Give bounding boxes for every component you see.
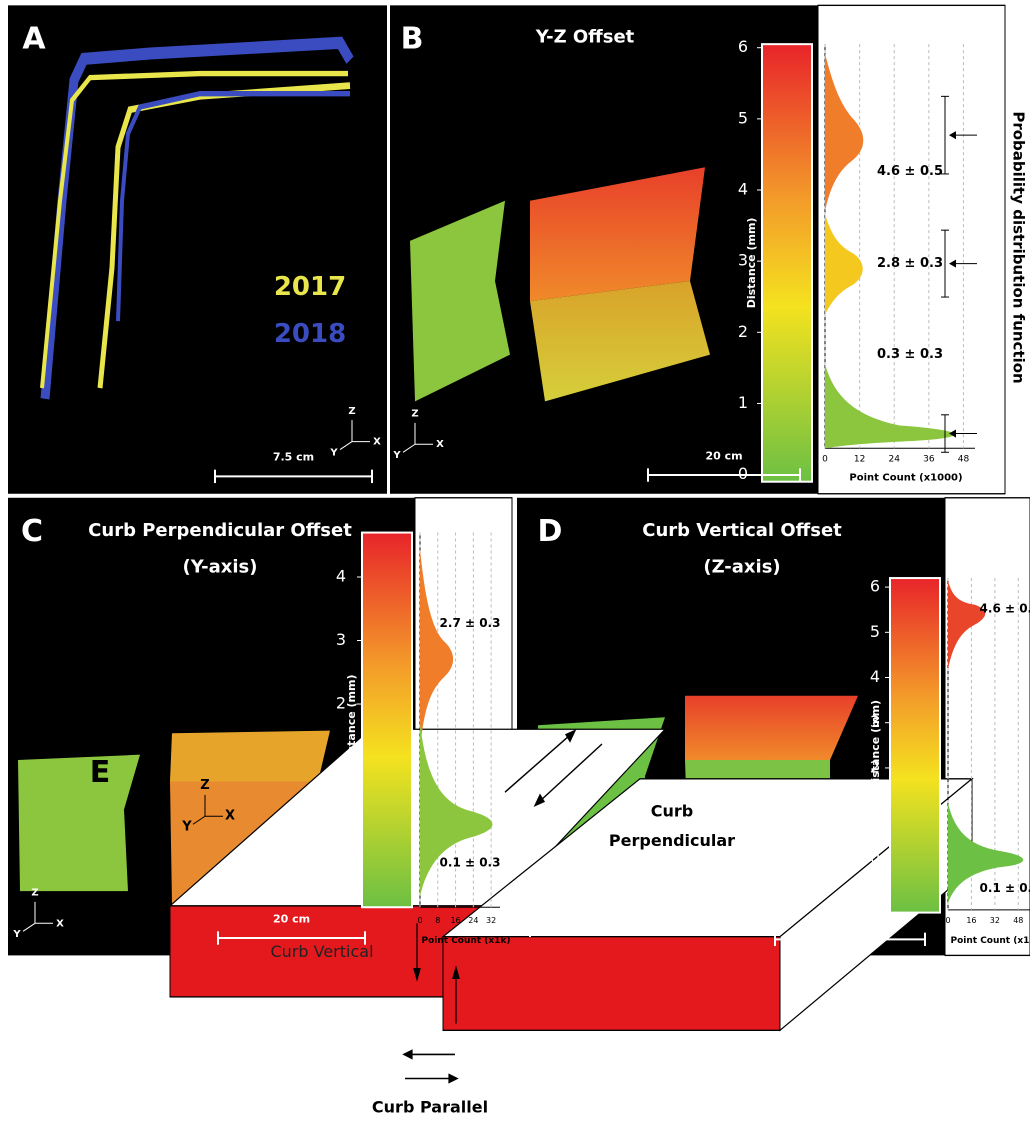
x-axis-label: Point Count (x1k) xyxy=(421,936,510,946)
panel-label: C xyxy=(21,514,43,549)
panel-title: Curb Vertical Offset xyxy=(642,520,842,541)
y-tick-label: 0 xyxy=(738,464,748,483)
annotation: 0.1 ± 0.3 xyxy=(980,881,1030,895)
scale-bar-label: 20 cm xyxy=(273,912,310,925)
block xyxy=(170,731,330,782)
x-tick-label: 24 xyxy=(889,454,901,464)
x-tick-label: 16 xyxy=(450,916,460,925)
y-tick-label: 3 xyxy=(336,630,346,649)
axis-name: Z xyxy=(31,888,38,899)
x-tick-label: 36 xyxy=(923,454,935,464)
x-tick-label: 0 xyxy=(945,916,950,925)
axis-name: X xyxy=(225,809,235,824)
axis-label: Distance (mm) xyxy=(869,700,882,791)
x-tick-label: 32 xyxy=(990,916,1000,925)
y-tick-label: 2 xyxy=(738,322,748,341)
y-tick-label: 4 xyxy=(336,567,346,586)
annotation: 2.7 ± 0.3 xyxy=(440,616,501,630)
x-tick-label: 48 xyxy=(1013,916,1023,925)
diagram-label: Curb xyxy=(651,802,693,821)
axis-label: Distance (mm) xyxy=(745,218,758,309)
scale-bar-label: 20 cm xyxy=(831,914,868,927)
panel-label: A xyxy=(22,22,46,57)
panel-title: (Z-axis) xyxy=(703,556,780,577)
block-front xyxy=(443,937,780,1031)
axis-name: Z xyxy=(544,888,551,899)
y-tick-label: 1 xyxy=(738,393,748,412)
y-tick-label: 4 xyxy=(738,180,748,199)
annotation: 0.1 ± 0.3 xyxy=(440,856,501,870)
scale-bar-label: 7.5 cm xyxy=(273,451,314,464)
axis-name: Y xyxy=(181,819,192,834)
axis-name: X xyxy=(56,918,64,929)
x-tick-label: 0 xyxy=(417,916,422,925)
figure: A201720187.5 cmZYXBY-Z Offset0123456Dist… xyxy=(0,0,1030,1124)
x-tick-label: 24 xyxy=(468,916,478,925)
y-tick-label: 5 xyxy=(738,108,748,127)
y-tick-label: 0 xyxy=(336,821,346,840)
x-tick-label: 0 xyxy=(822,454,828,464)
axis-name: X xyxy=(436,439,444,450)
axis-name: Y xyxy=(12,929,21,940)
panel-label: B xyxy=(401,22,424,57)
block xyxy=(18,755,140,891)
diagram-label: Perpendicular xyxy=(609,831,735,850)
panel-label: D xyxy=(538,514,563,549)
axis-name: Y xyxy=(525,929,534,940)
axis-name: Z xyxy=(348,406,355,417)
axis-name: Z xyxy=(411,408,418,419)
panel-title: Y-Z Offset xyxy=(535,26,635,47)
x-tick-label: 48 xyxy=(958,454,970,464)
panel-title: Curb Perpendicular Offset xyxy=(88,520,352,541)
x-tick-label: 8 xyxy=(435,916,440,925)
annotation: 2.8 ± 0.3 xyxy=(877,256,943,271)
legend-entry: 2018 xyxy=(274,319,346,349)
y-tick-label: 0 xyxy=(870,848,880,867)
arrow-head xyxy=(404,1050,412,1058)
colorbar xyxy=(890,578,940,913)
y-tick-label: 5 xyxy=(870,622,880,641)
arrow-head xyxy=(449,1074,457,1082)
scale-bar-label: 20 cm xyxy=(705,449,742,462)
panel-label: E xyxy=(90,755,111,790)
annotation: 4.6 ± 0.5 xyxy=(877,164,943,179)
axis-name: Y xyxy=(392,450,401,461)
x-axis-label: Point Count (x1000) xyxy=(849,473,962,484)
panel-a-bg xyxy=(8,5,387,493)
axis-name: X xyxy=(373,437,381,448)
y-tick-label: -1 xyxy=(330,884,346,903)
y-tick-label: 4 xyxy=(870,667,880,686)
x-tick-label: 12 xyxy=(854,454,865,464)
side-label: Probability distribution function xyxy=(1010,111,1028,383)
block xyxy=(685,696,858,760)
y-tick-label: 6 xyxy=(738,37,748,56)
x-tick-label: 16 xyxy=(966,916,976,925)
annotation: 0.3 ± 0.3 xyxy=(877,347,943,362)
y-tick-label: 6 xyxy=(870,577,880,596)
x-axis-label: Point Count (x1k) xyxy=(950,936,1030,946)
x-tick-label: 32 xyxy=(486,916,496,925)
y-tick-label: 1 xyxy=(870,803,880,822)
diagram-label: Curb Parallel xyxy=(372,1097,488,1116)
diagram-label: Curb Vertical xyxy=(270,942,373,961)
y-tick-label: -1 xyxy=(864,893,880,912)
colorbar xyxy=(762,44,812,482)
colorbar xyxy=(362,533,412,908)
panel-title: (Y-axis) xyxy=(183,556,258,577)
axis-name: Y xyxy=(329,447,338,458)
axis-name: Z xyxy=(200,778,209,793)
axis-name: X xyxy=(569,918,577,929)
annotation: 4.6 ± 0.5 xyxy=(980,601,1030,615)
legend-entry: 2017 xyxy=(274,272,346,302)
axis-label: Distance (mm) xyxy=(345,675,358,766)
